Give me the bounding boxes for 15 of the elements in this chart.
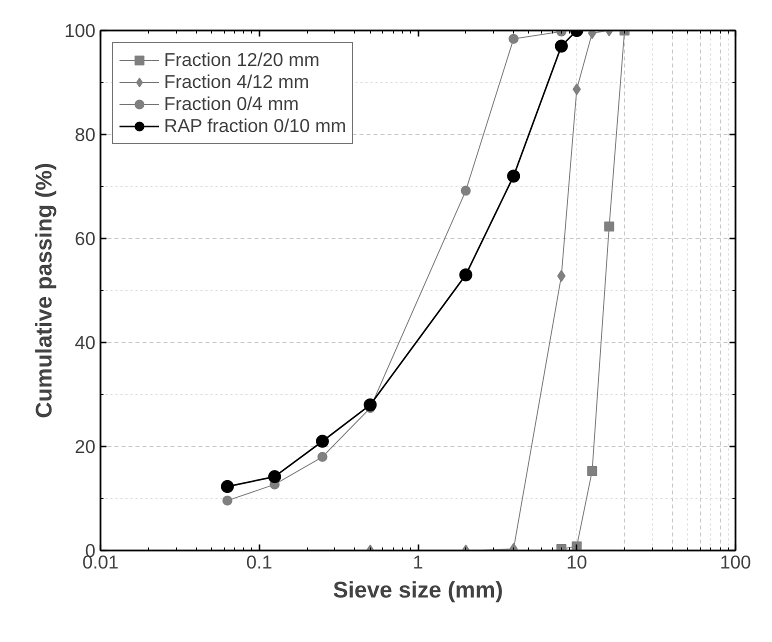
x-axis-title: Sieve size (mm) — [333, 576, 503, 602]
legend-label: Fraction 12/20 mm — [164, 49, 320, 71]
x-tick-label: 10 — [566, 552, 588, 572]
legend-label: Fraction 0/4 mm — [164, 93, 299, 115]
y-tick-label: 60 — [74, 228, 96, 249]
y-axis-title: Cumulative passing (%) — [30, 162, 56, 418]
y-tick-label: 80 — [74, 124, 96, 145]
y-tick-label: 100 — [64, 20, 96, 41]
y-tick-label: 40 — [74, 332, 96, 353]
x-tick-label: 100 — [720, 552, 752, 572]
legend-label: RAP fraction 0/10 mm — [164, 115, 346, 137]
y-tick-label: 20 — [74, 436, 96, 457]
x-tick-label: 1 — [412, 552, 424, 572]
legend-label: Fraction 4/12 mm — [164, 71, 310, 93]
x-tick-label: 0.1 — [246, 552, 272, 572]
